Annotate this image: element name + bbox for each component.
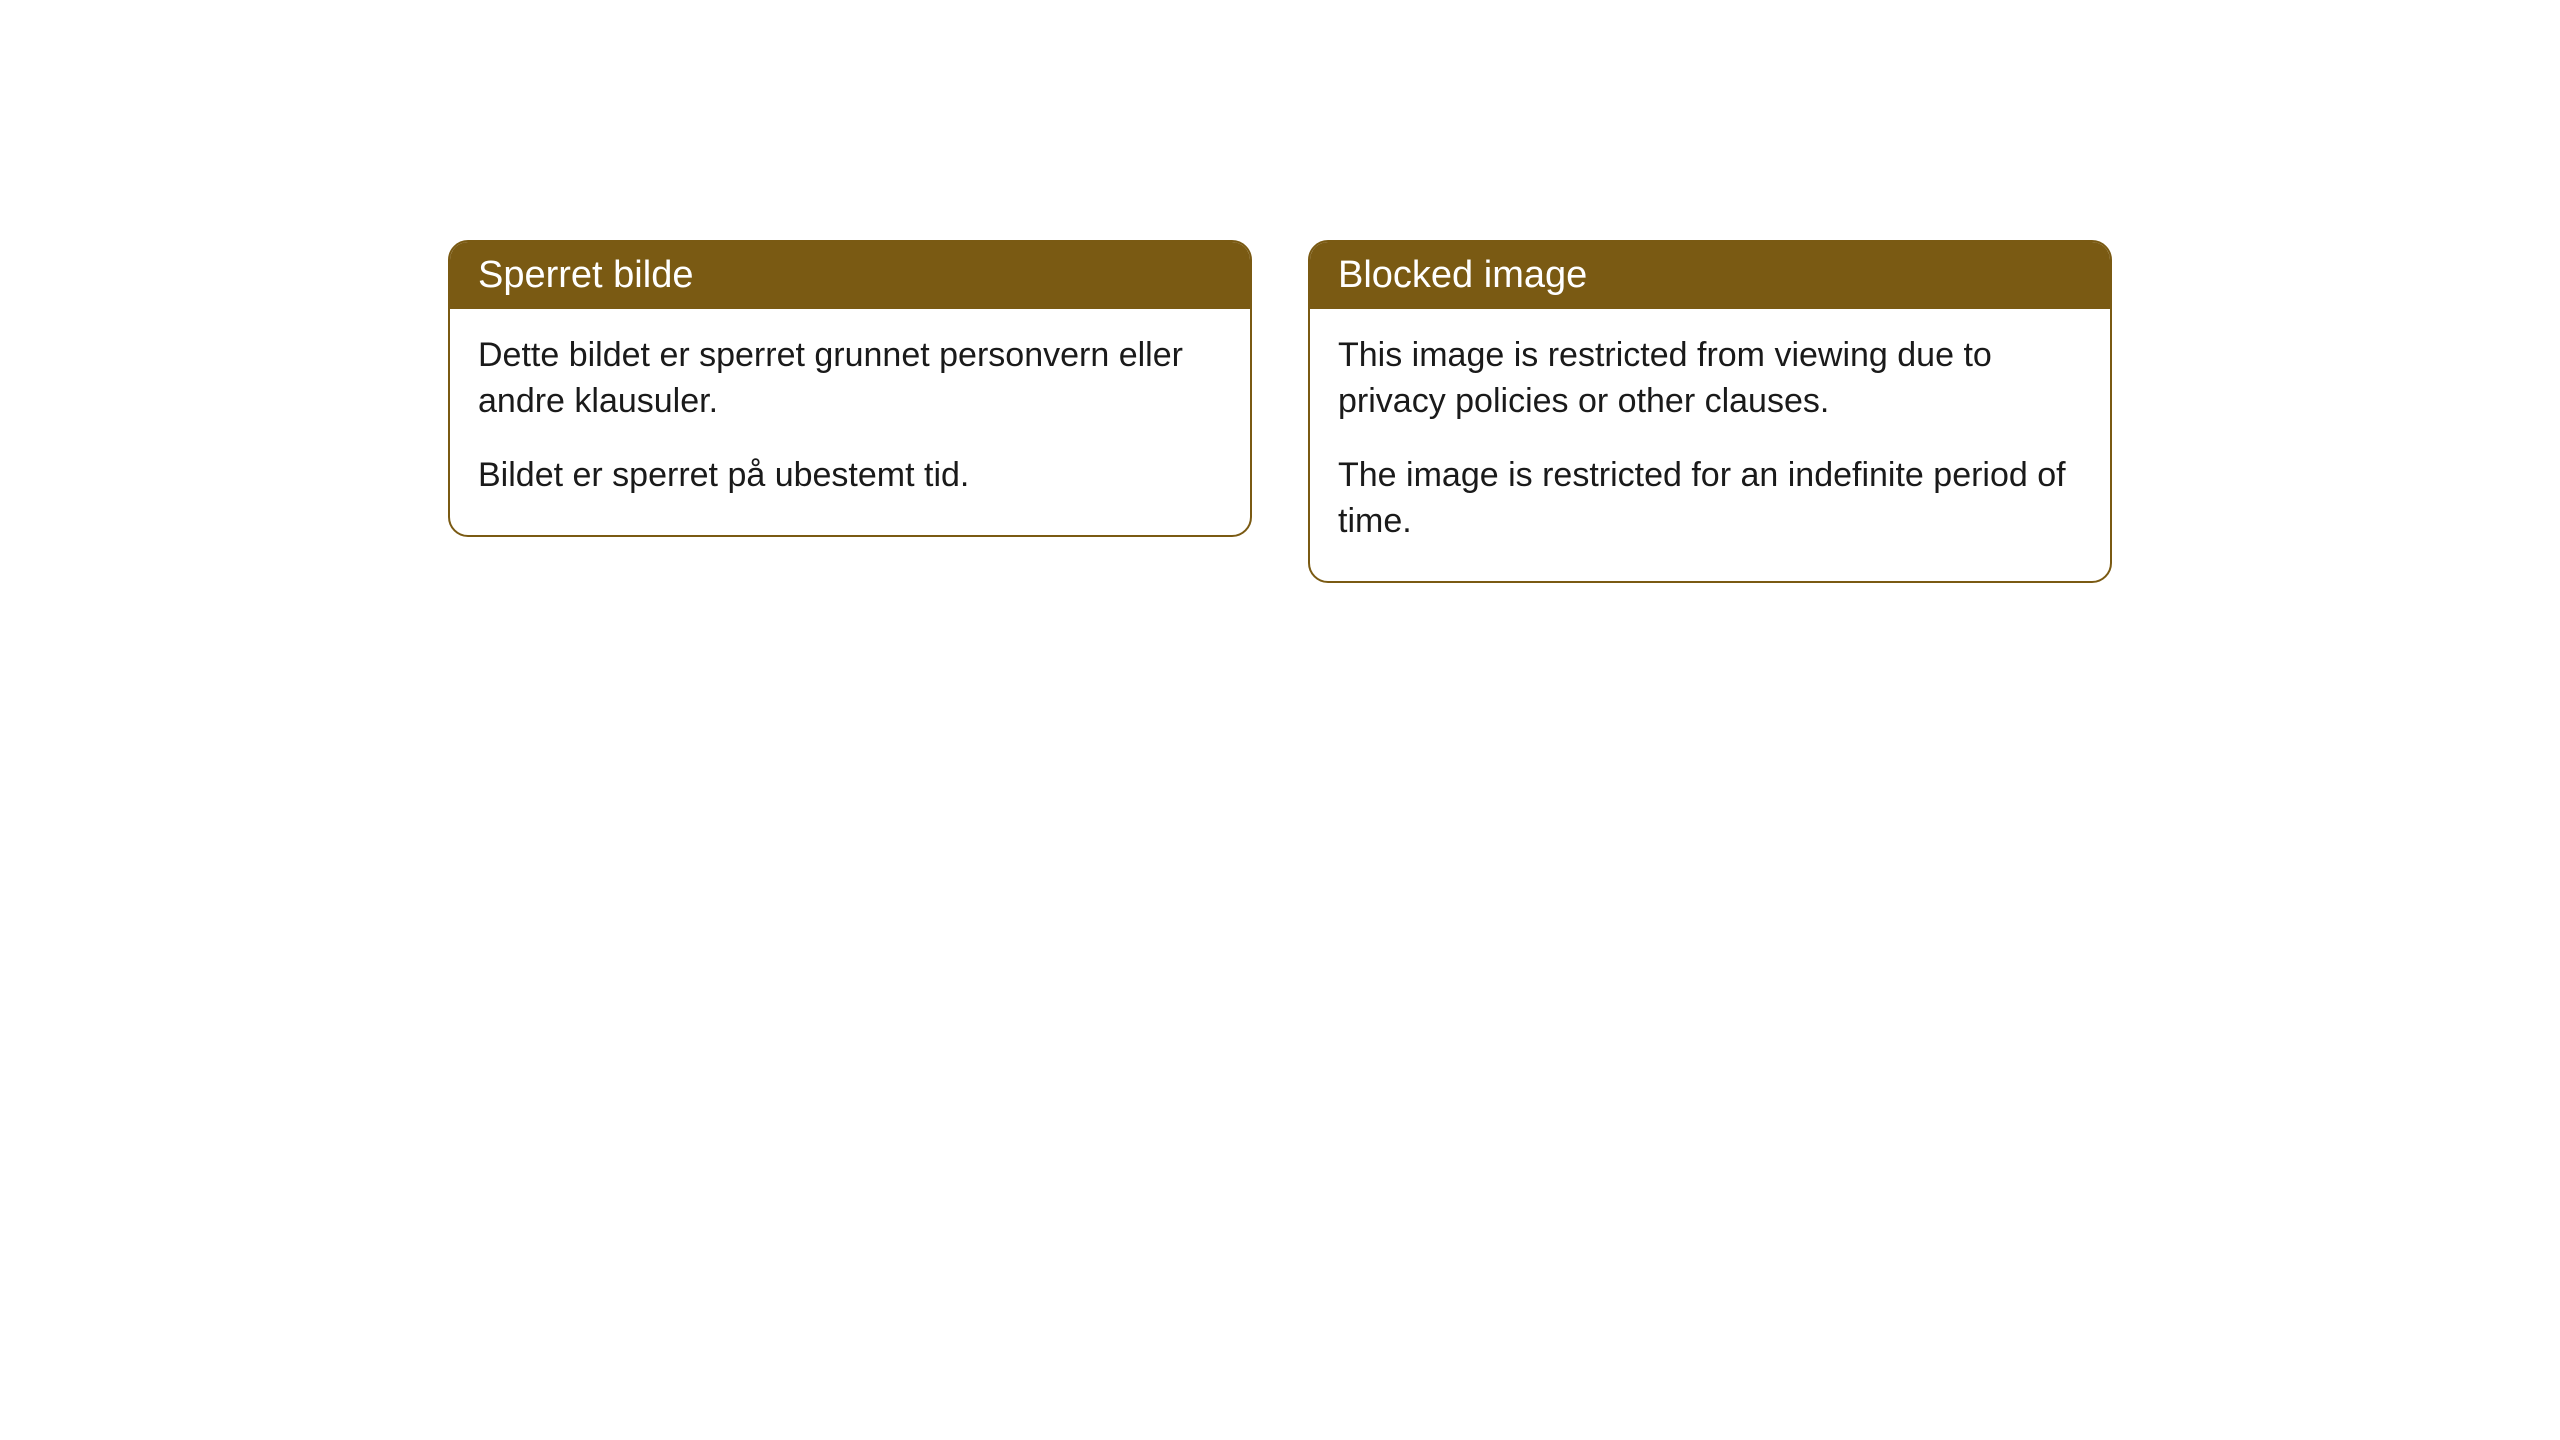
card-paragraph: Dette bildet er sperret grunnet personve… bbox=[478, 333, 1222, 425]
card-header: Blocked image bbox=[1310, 242, 2110, 309]
notice-card-english: Blocked image This image is restricted f… bbox=[1308, 240, 2112, 583]
card-paragraph: Bildet er sperret på ubestemt tid. bbox=[478, 453, 1222, 499]
notice-card-norwegian: Sperret bilde Dette bildet er sperret gr… bbox=[448, 240, 1252, 537]
card-body: Dette bildet er sperret grunnet personve… bbox=[450, 309, 1250, 535]
card-header: Sperret bilde bbox=[450, 242, 1250, 309]
card-paragraph: This image is restricted from viewing du… bbox=[1338, 333, 2082, 425]
card-title: Sperret bilde bbox=[478, 254, 693, 296]
card-paragraph: The image is restricted for an indefinit… bbox=[1338, 453, 2082, 545]
card-title: Blocked image bbox=[1338, 254, 1587, 296]
card-body: This image is restricted from viewing du… bbox=[1310, 309, 2110, 581]
notice-cards-container: Sperret bilde Dette bildet er sperret gr… bbox=[448, 240, 2112, 1440]
